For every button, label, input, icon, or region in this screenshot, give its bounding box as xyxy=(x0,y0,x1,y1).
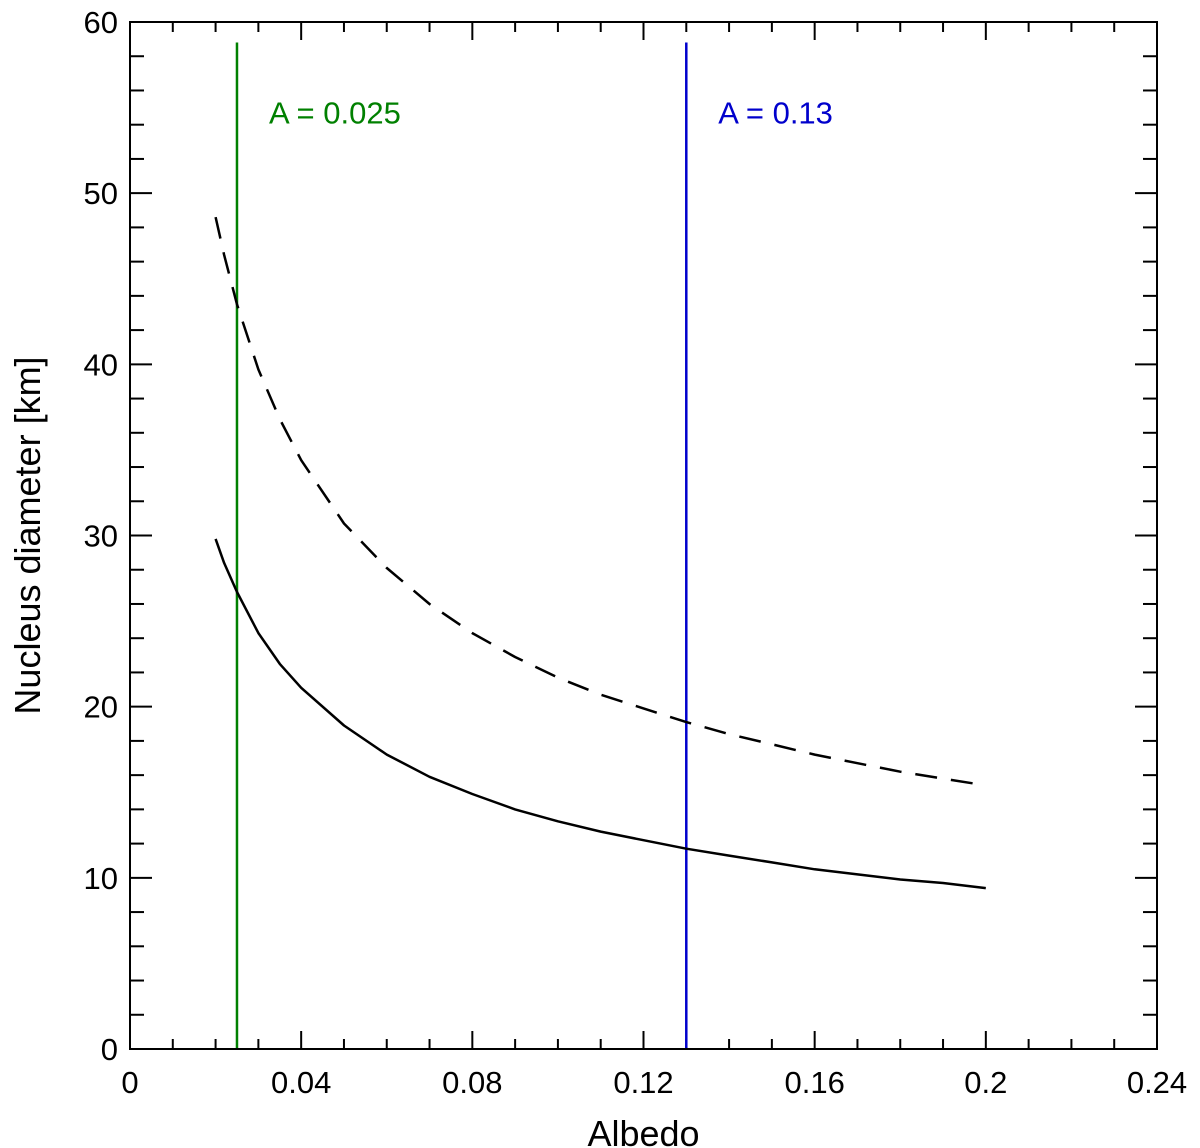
x-tick-label: 0.16 xyxy=(784,1065,844,1100)
series-layer xyxy=(214,216,986,890)
y-tick-label: 0 xyxy=(101,1032,118,1067)
reference-lines-layer xyxy=(235,42,688,1049)
reference-line-label-1: A = 0.13 xyxy=(718,96,833,131)
x-axis-label: Albedo xyxy=(587,1113,699,1148)
x-tick-label: 0.04 xyxy=(271,1065,331,1100)
y-tick-label: 10 xyxy=(84,861,118,896)
series-line-solid xyxy=(214,538,986,890)
x-tick-label: 0.12 xyxy=(613,1065,673,1100)
x-tick-label: 0 xyxy=(121,1065,138,1100)
x-tick-label: 0.08 xyxy=(442,1065,502,1100)
labels-layer: 0 0.04 0.08 0.12 0.16 0.2 0.24 0 10 20 30 40 50 60 Alb… xyxy=(7,5,1187,1148)
x-tick-label: 0.2 xyxy=(964,1065,1007,1100)
y-tick-label: 20 xyxy=(84,690,118,725)
y-tick-label: 30 xyxy=(84,519,118,554)
y-axis-label: Nucleus diameter [km] xyxy=(7,356,48,714)
x-tick-label: 0.24 xyxy=(1127,1065,1187,1100)
plot-frame xyxy=(129,21,1158,1050)
ticks-layer xyxy=(129,21,1158,1050)
series-line-dashed xyxy=(214,216,986,787)
y-tick-label: 50 xyxy=(84,176,118,211)
reference-line-label-0: A = 0.025 xyxy=(269,96,401,131)
y-tick-label: 60 xyxy=(84,5,118,40)
y-tick-label: 40 xyxy=(84,347,118,382)
